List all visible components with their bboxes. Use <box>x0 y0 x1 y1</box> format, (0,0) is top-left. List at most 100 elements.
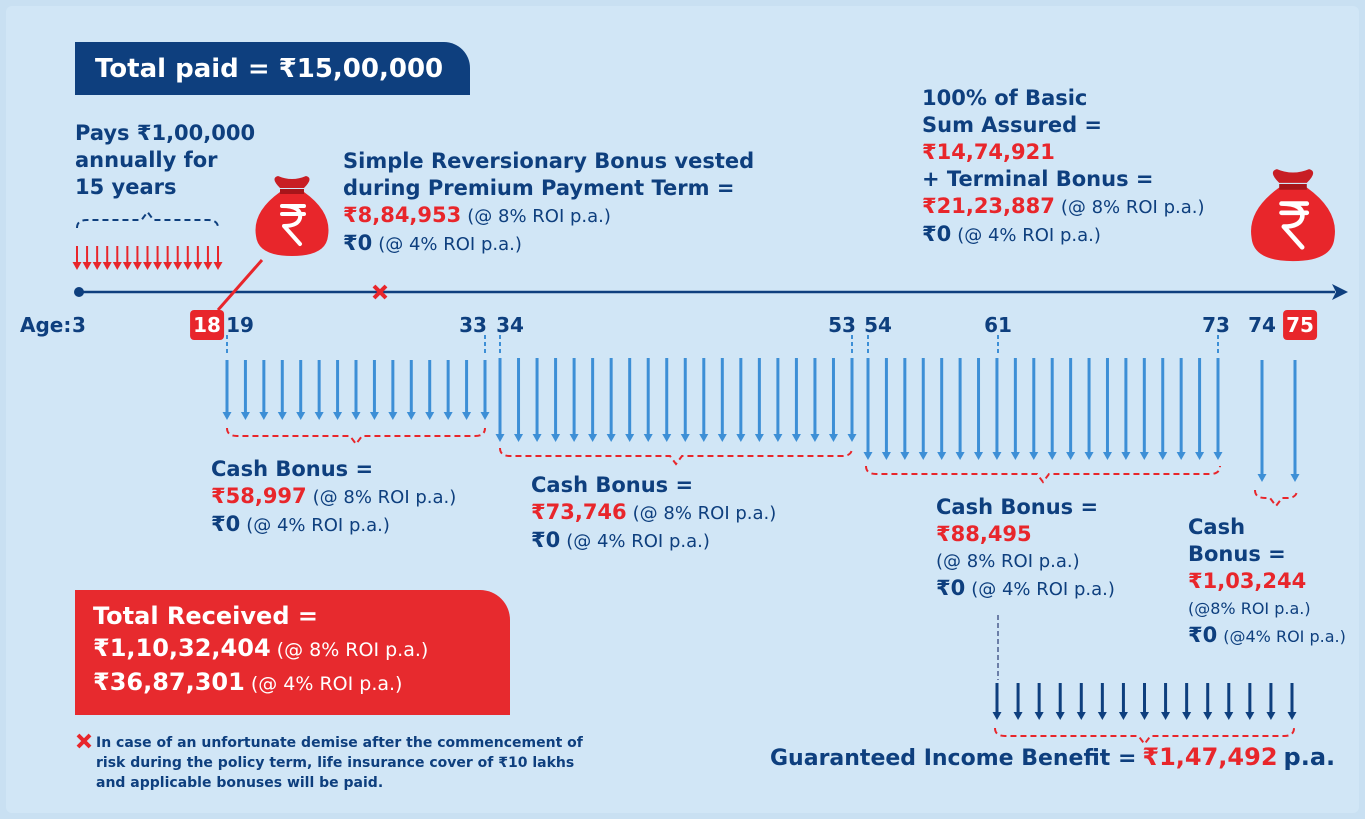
total-received-amount: ₹1,10,32,404 <box>93 634 271 662</box>
cash-bonus-amount: ₹58,997 <box>211 484 307 508</box>
income-arrow-head <box>1182 712 1192 720</box>
bonus-arrow-head <box>551 434 561 442</box>
premium-arrow-head <box>153 262 163 270</box>
bonus-arrow-head <box>937 452 947 460</box>
premium-arrow-head <box>213 262 223 270</box>
bonus-arrow-head <box>606 434 616 442</box>
brace <box>76 210 219 229</box>
bonus-arrow-head <box>259 412 269 420</box>
bonus-arrow-head <box>1084 452 1094 460</box>
bag-part <box>280 204 306 246</box>
bonus-arrow-head <box>406 412 416 420</box>
income-arrow-head <box>1055 712 1065 720</box>
srb-line: during Premium Payment Term = <box>343 176 735 200</box>
premium-line: Pays ₹1,00,000 <box>75 121 256 145</box>
bonus-arrow-head <box>480 412 490 420</box>
bonus-arrow-head <box>847 434 857 442</box>
income-arrow-head <box>1203 712 1213 720</box>
footnote: In case of an unfortunate demise after t… <box>96 733 583 793</box>
age: 19 <box>226 313 254 337</box>
bonus-arrow-head <box>1121 452 1131 460</box>
bonus-arrow-head <box>754 434 764 442</box>
age: 53 <box>828 313 856 337</box>
income-arrow-head <box>1287 712 1297 720</box>
total-received-box <box>75 590 510 715</box>
income-arrow-head <box>992 712 1002 720</box>
bonus-arrow-head <box>625 434 635 442</box>
cash-bonus-title: Cash Bonus = <box>531 473 694 497</box>
maturity-text: 100% of Basic Sum Assured = ₹14,74,921 +… <box>922 85 1205 249</box>
cash-bonus-amount: ₹1,03,244 <box>1188 569 1307 593</box>
footnote-line: and applicable bonuses will be paid. <box>96 775 384 791</box>
sum-assured: ₹14,74,921 <box>922 140 1055 164</box>
income-arrow-head <box>1161 712 1171 720</box>
cash-bonus-amount: ₹88,495 <box>936 522 1032 546</box>
maturity-rate: (@ 4% ROI p.a.) <box>957 225 1101 246</box>
guaranteed-income-amount: ₹1,47,492 <box>1142 743 1278 771</box>
bonus-arrow-head <box>588 434 598 442</box>
bonus-arrow-head <box>240 412 250 420</box>
cash-bonus-rate: (@ 8% ROI p.a.) <box>312 487 457 508</box>
bonus-arrow-head <box>828 434 838 442</box>
bonus-arrow-head <box>277 412 287 420</box>
bonus-arrow-head <box>955 452 965 460</box>
bonus-arrow-head <box>791 434 801 442</box>
age: 33 <box>459 313 487 337</box>
bonus-arrow-head <box>810 434 820 442</box>
premium-arrow-head <box>112 262 122 270</box>
bonus-arrow-head <box>296 412 306 420</box>
premium-arrow-head <box>82 262 92 270</box>
bonus-arrow-head <box>333 412 343 420</box>
bonus-arrow-head <box>736 434 746 442</box>
age: 34 <box>496 313 524 337</box>
income-arrow-head <box>1140 712 1149 720</box>
cash-bonus-rate: (@ 4% ROI p.a.) <box>971 579 1115 600</box>
income-arrow-head <box>1076 712 1086 720</box>
brace <box>865 465 1221 484</box>
bag-part <box>280 189 304 194</box>
bonus-arrow-head <box>1176 452 1186 460</box>
income-arrow-head <box>1266 712 1276 720</box>
bonus-arrow-head <box>662 434 672 442</box>
bonus-arrow-head <box>532 434 542 442</box>
bag-part <box>1279 184 1307 190</box>
age: 73 <box>1202 313 1230 337</box>
terminal-amount: ₹21,23,887 <box>922 194 1055 218</box>
bonus-arrow-head <box>388 412 398 420</box>
srb-rate: (@ 4% ROI p.a.) <box>378 234 522 255</box>
bonus-arrow-head <box>643 434 653 442</box>
premium-arrow-head <box>72 262 82 270</box>
footnote-line: In case of an unfortunate demise after t… <box>96 735 583 751</box>
bonus-arrow-head <box>918 452 928 460</box>
brace <box>226 427 486 446</box>
premium-arrow-head <box>102 262 112 270</box>
cash-bonus-title: Bonus = <box>1188 542 1286 566</box>
maturity-line: 100% of Basic <box>922 86 1088 110</box>
bonus-arrow-head <box>1102 452 1112 460</box>
timeline-arrow <box>1332 284 1348 300</box>
cash-bonus-title: Cash Bonus = <box>211 457 374 481</box>
premium-arrow-head <box>173 262 183 270</box>
bonus-arrow-head <box>1010 452 1020 460</box>
death-mark <box>372 284 388 300</box>
premium-arrow-head <box>163 262 173 270</box>
cash-bonus-rate: (@ 8% ROI p.a.) <box>632 503 777 524</box>
cash-bonus-4: Cash Bonus = ₹1,03,244 (@8% ROI p.a.) ₹0… <box>1188 514 1346 650</box>
bag-part <box>1279 201 1310 250</box>
bonus-arrow-head <box>425 412 435 420</box>
bonus-arrow-head <box>222 412 232 420</box>
bonus-arrow-head <box>1195 452 1205 460</box>
guaranteed-income: Guaranteed Income Benefit = ₹1,47,492 p.a. <box>770 742 1335 774</box>
bonus-arrow-head <box>1257 474 1267 482</box>
money-bag <box>255 176 329 256</box>
income-arrow-head <box>1245 712 1255 720</box>
age: 74 <box>1248 313 1276 337</box>
bag-part <box>274 176 310 188</box>
premium-arrow-head <box>203 262 213 270</box>
premium-text: Pays ₹1,00,000 annually for 15 years <box>75 120 255 201</box>
bonus-arrow-head <box>974 452 984 460</box>
bag-pointer <box>216 259 264 311</box>
bonus-arrow-head <box>1158 452 1168 460</box>
